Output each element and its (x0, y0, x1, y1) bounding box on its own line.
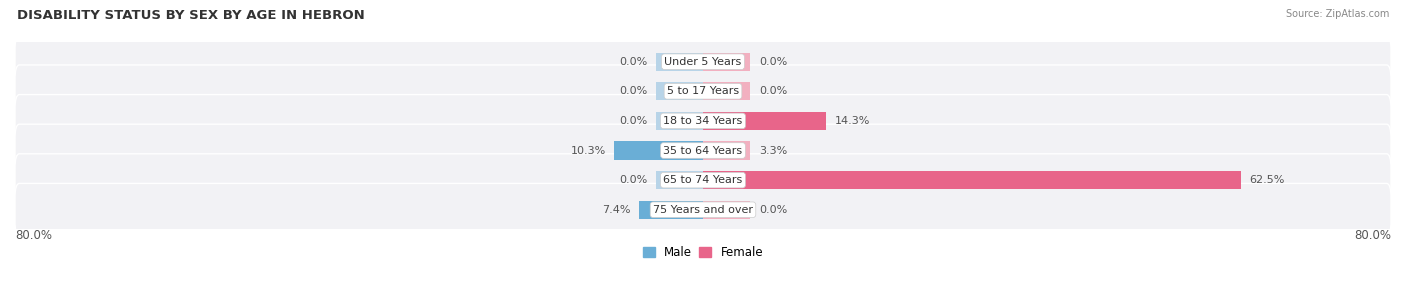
Legend: Male, Female: Male, Female (638, 242, 768, 264)
Text: 62.5%: 62.5% (1249, 175, 1285, 185)
Text: Source: ZipAtlas.com: Source: ZipAtlas.com (1285, 9, 1389, 19)
Text: 14.3%: 14.3% (835, 116, 870, 126)
Text: 0.0%: 0.0% (619, 86, 647, 96)
Text: 0.0%: 0.0% (619, 116, 647, 126)
Text: 80.0%: 80.0% (1354, 229, 1391, 242)
FancyBboxPatch shape (15, 154, 1391, 206)
Text: 0.0%: 0.0% (619, 57, 647, 67)
Bar (640, 201, 703, 219)
Bar (703, 82, 751, 100)
Bar (655, 112, 703, 130)
Text: 18 to 34 Years: 18 to 34 Years (664, 116, 742, 126)
Text: 0.0%: 0.0% (759, 86, 787, 96)
Bar (655, 82, 703, 100)
Text: 7.4%: 7.4% (602, 205, 631, 215)
Bar (703, 112, 825, 130)
Text: 5 to 17 Years: 5 to 17 Years (666, 86, 740, 96)
Bar (703, 52, 751, 71)
Bar (614, 141, 703, 160)
Text: 10.3%: 10.3% (571, 145, 606, 156)
Text: 65 to 74 Years: 65 to 74 Years (664, 175, 742, 185)
Bar (655, 52, 703, 71)
Text: DISABILITY STATUS BY SEX BY AGE IN HEBRON: DISABILITY STATUS BY SEX BY AGE IN HEBRO… (17, 9, 364, 22)
Bar (703, 171, 1240, 189)
Text: 0.0%: 0.0% (619, 175, 647, 185)
Text: 80.0%: 80.0% (15, 229, 52, 242)
Text: 35 to 64 Years: 35 to 64 Years (664, 145, 742, 156)
Text: Under 5 Years: Under 5 Years (665, 57, 741, 67)
Bar (655, 171, 703, 189)
FancyBboxPatch shape (15, 35, 1391, 88)
Text: 75 Years and over: 75 Years and over (652, 205, 754, 215)
Text: 3.3%: 3.3% (759, 145, 787, 156)
Bar (703, 201, 751, 219)
Text: 0.0%: 0.0% (759, 57, 787, 67)
Text: 0.0%: 0.0% (759, 205, 787, 215)
FancyBboxPatch shape (15, 65, 1391, 118)
Bar (703, 141, 751, 160)
FancyBboxPatch shape (15, 183, 1391, 236)
FancyBboxPatch shape (15, 124, 1391, 177)
FancyBboxPatch shape (15, 95, 1391, 147)
